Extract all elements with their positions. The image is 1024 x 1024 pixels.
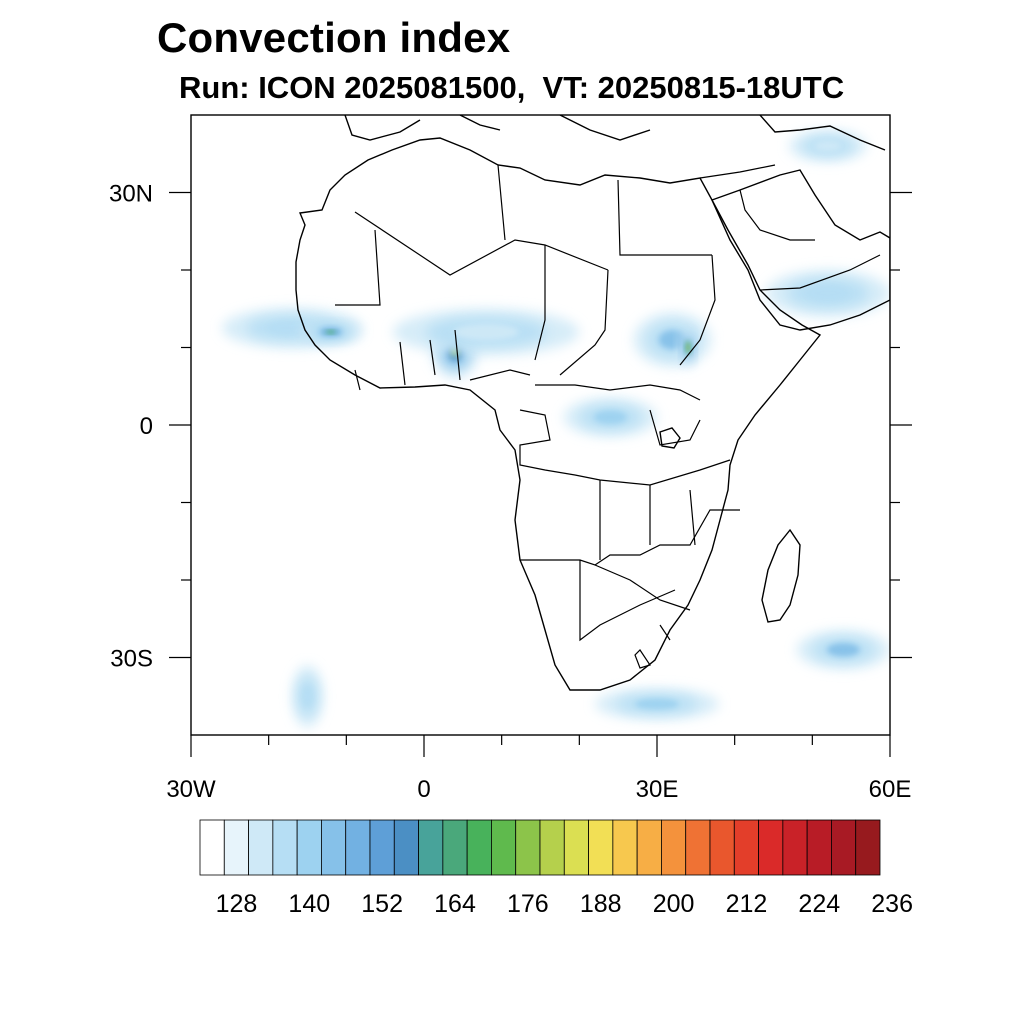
colorbar-swatch <box>709 819 735 876</box>
colorbar-label: 188 <box>580 890 622 918</box>
colorbar-swatch <box>272 819 298 876</box>
convection-cell-layer <box>806 285 850 302</box>
axis-tick-labels: 30W 0 30E 60E 30N 0 30S <box>109 181 911 804</box>
colorbar-swatch <box>418 819 444 876</box>
convection-cell-layer <box>827 642 860 657</box>
colorbar-swatch <box>661 819 687 876</box>
colorbar-swatch <box>612 819 638 876</box>
colorbar-label: 212 <box>726 890 768 918</box>
colorbar-label: 164 <box>434 890 476 918</box>
convection-cell-layer <box>686 344 690 351</box>
colorbar-swatch <box>442 819 468 876</box>
convection-cell-eastern-med <box>789 130 867 162</box>
convection-cell-guinea-coast <box>299 320 362 344</box>
colorbar-label: 176 <box>507 890 549 918</box>
colorbar-swatch <box>588 819 614 876</box>
colorbar-swatch <box>515 819 541 876</box>
x-tick-label: 0 <box>417 776 430 803</box>
arabia-coastline <box>711 169 890 331</box>
colorbar-label: 140 <box>288 890 330 918</box>
x-tick-label: 30E <box>636 776 679 803</box>
map-title: Convection index <box>157 14 511 61</box>
y-tick-label: 30S <box>110 646 153 673</box>
colorbar-swatch <box>466 819 492 876</box>
colorbar-swatch <box>806 819 832 876</box>
coastline-and-borders <box>295 115 890 691</box>
convection-cell-layer <box>453 323 519 341</box>
convection-cell-south-atlantic <box>291 665 324 728</box>
convection-cell-arabia <box>765 270 890 317</box>
colorbar-swatch <box>296 819 322 876</box>
iberia-europe-coastline <box>344 115 886 151</box>
convection-cell-sahel-central <box>392 308 580 356</box>
colorbar-label: 128 <box>216 890 258 918</box>
colorbar-swatch <box>248 819 274 876</box>
y-tick-label: 0 <box>140 413 153 440</box>
colorbar-swatch <box>491 819 517 876</box>
madagascar-coastline <box>761 528 801 623</box>
country-borders <box>335 164 881 669</box>
colorbar-swatch <box>539 819 565 876</box>
colorbar-swatch <box>855 819 881 876</box>
colorbar-swatch <box>636 819 662 876</box>
convection-cell-layer <box>814 140 842 152</box>
y-tick-label: 30N <box>109 181 153 208</box>
colorbar-swatch <box>321 819 347 876</box>
colorbar-swatch <box>782 819 808 876</box>
colorbar-swatch <box>831 819 857 876</box>
africa-coastline <box>295 137 822 691</box>
map-frame <box>190 114 891 736</box>
colorbar-swatch <box>685 819 711 876</box>
lake-victoria-outline <box>659 427 681 449</box>
x-tick-label: 60E <box>869 776 912 803</box>
colorbar-label: 152 <box>361 890 403 918</box>
colorbar-swatch <box>369 819 395 876</box>
convection-cell-layer <box>635 698 679 710</box>
colorbar-labels: 128 140 152 164 176 188 200 212 224 236 <box>216 890 913 918</box>
convection-cell-layer <box>326 330 336 334</box>
colorbar-label: 200 <box>653 890 695 918</box>
x-tick-label: 30W <box>166 776 216 803</box>
colorbar-label: 236 <box>871 890 913 918</box>
convection-cell-congo-basin <box>563 397 658 437</box>
colorbar-swatch <box>758 819 784 876</box>
colorbar-swatch <box>563 819 589 876</box>
convection-cell-layer <box>658 330 687 350</box>
colorbar-label: 224 <box>798 890 840 918</box>
convection-cell-ethiopia-highlands <box>680 328 696 367</box>
convection-field <box>222 130 890 728</box>
colorbar-swatch <box>733 819 759 876</box>
colorbar <box>199 819 881 876</box>
convection-cell-south-indian-ocean <box>796 630 890 670</box>
convection-cell-layer <box>594 410 627 425</box>
colorbar-swatch <box>223 819 249 876</box>
colorbar-swatch <box>345 819 371 876</box>
convection-cell-layer <box>302 685 313 708</box>
convection-cell-south-africa-coast <box>594 688 720 720</box>
colorbar-swatch <box>199 819 225 876</box>
map-subtitle: Run: ICON 2025081500, VT: 20250815-18UTC <box>179 70 845 105</box>
colorbar-swatch <box>393 819 419 876</box>
axis-ticks <box>169 191 912 757</box>
